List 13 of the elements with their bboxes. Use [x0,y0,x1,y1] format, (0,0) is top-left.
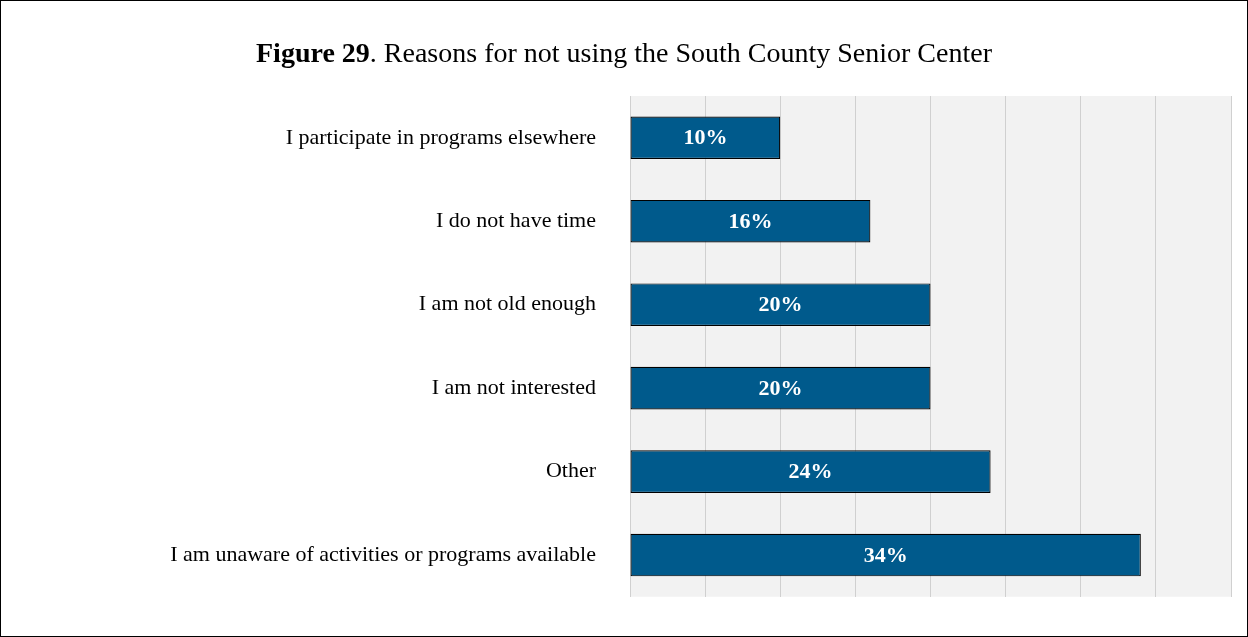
data-label: 16% [728,207,773,233]
data-label: 20% [758,374,803,400]
y-tick-label: I am not interested [431,373,596,399]
y-tick-label: Other [545,457,597,483]
data-label: 34% [863,541,908,567]
y-tick-label: I participate in programs elsewhere [285,123,596,149]
data-label: 24% [788,458,833,484]
data-label: 20% [758,291,803,317]
y-tick-label: I am unaware of activities or programs available [170,540,596,566]
data-label: 10% [683,124,728,150]
y-tick-label: I do not have time [435,206,596,232]
chart-title: Figure 29. Reasons for not using the South County Senior Center [255,37,993,69]
y-tick-label: I am not old enough [418,290,596,316]
